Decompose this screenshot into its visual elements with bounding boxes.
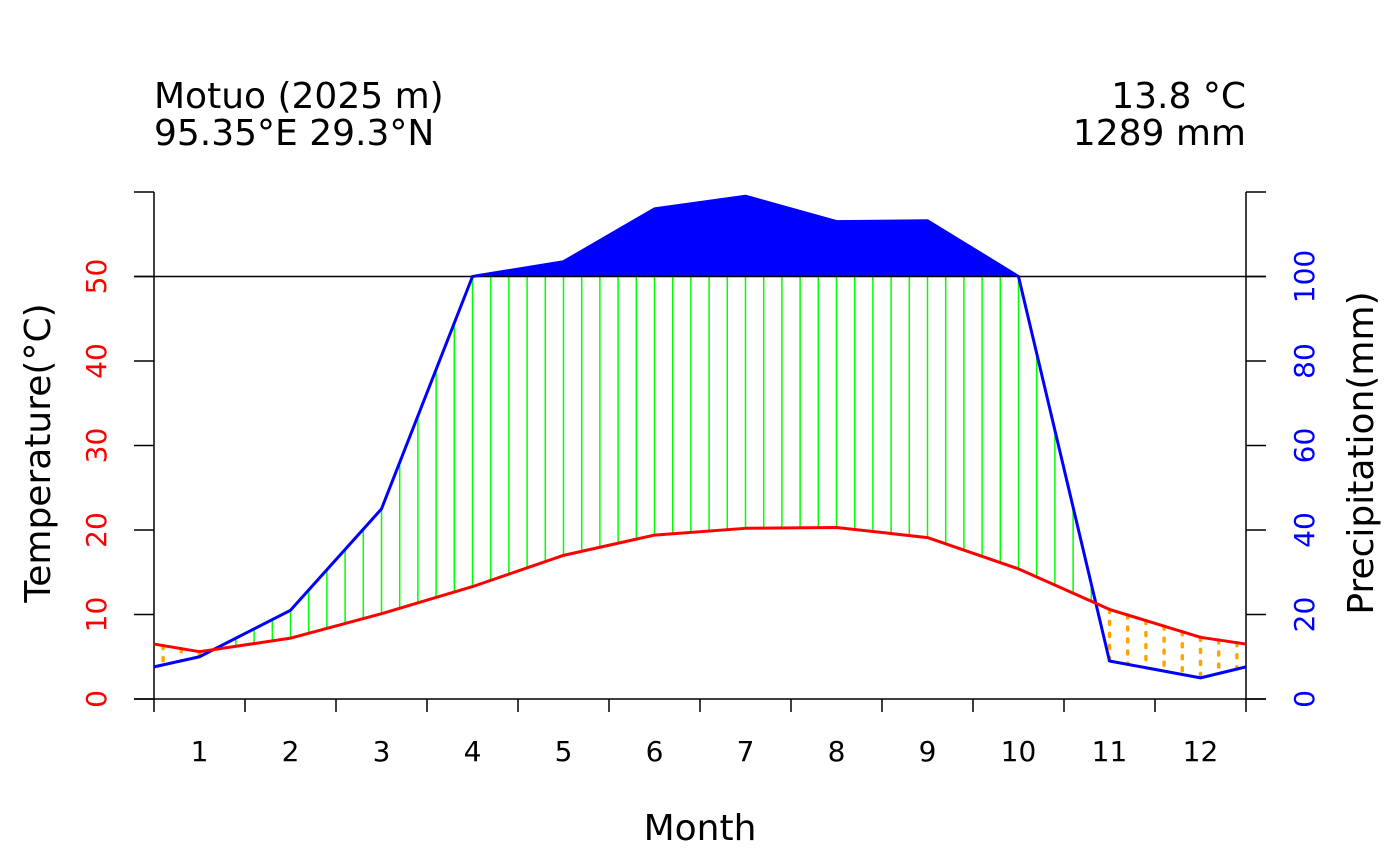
x-axis-title: Month [644,808,757,849]
precipitation-axis-labels: 0 20 40 60 80 100 [1288,250,1321,708]
month-label: 9 [919,735,937,768]
station-name: Motuo (2025 m) [154,76,444,117]
arid-period-dots [161,607,1239,680]
precip-tick-label: 20 [1288,597,1321,633]
month-label: 2 [282,735,300,768]
month-label: 3 [373,735,391,768]
month-label: 4 [464,735,482,768]
precip-tick-label: 60 [1288,428,1321,464]
month-label: 7 [737,735,755,768]
right-axis-title: Precipitation(mm) [1341,291,1382,614]
month-label: 12 [1183,735,1219,768]
precipitation-line [153,194,1247,680]
month-label: 10 [1001,735,1037,768]
left-axis-title: Temperature(°C) [18,303,59,603]
temp-tick-label: 0 [80,690,113,708]
temp-tick-label: 50 [80,259,113,295]
month-label: 6 [646,735,664,768]
month-label: 11 [1092,735,1128,768]
month-label: 1 [191,735,209,768]
precip-tick-label: 100 [1288,250,1321,303]
temp-tick-label: 20 [80,512,113,548]
month-label: 8 [828,735,846,768]
month-label: 5 [555,735,573,768]
wet-fill-area [474,196,1018,277]
wet-season-fill [474,196,1018,277]
mean-temperature: 13.8 °C [1111,76,1246,117]
precip-tick-label: 40 [1288,512,1321,548]
precip-tick-label: 0 [1288,690,1321,708]
temperature-line [153,525,1247,654]
humid-period-hatching [216,276,1093,649]
temp-tick-label: 10 [80,597,113,633]
axes [134,191,1266,712]
annual-precipitation: 1289 mm [1073,113,1246,154]
precip-tick-label: 80 [1288,343,1321,379]
month-axis-labels: 1 2 3 4 5 6 7 8 9 10 11 12 [191,735,1219,768]
temperature-axis-labels: 0 10 20 30 40 50 [80,259,113,708]
station-coordinates: 95.35°E 29.3°N [154,113,434,154]
temp-tick-label: 30 [80,428,113,464]
temp-tick-label: 40 [80,343,113,379]
